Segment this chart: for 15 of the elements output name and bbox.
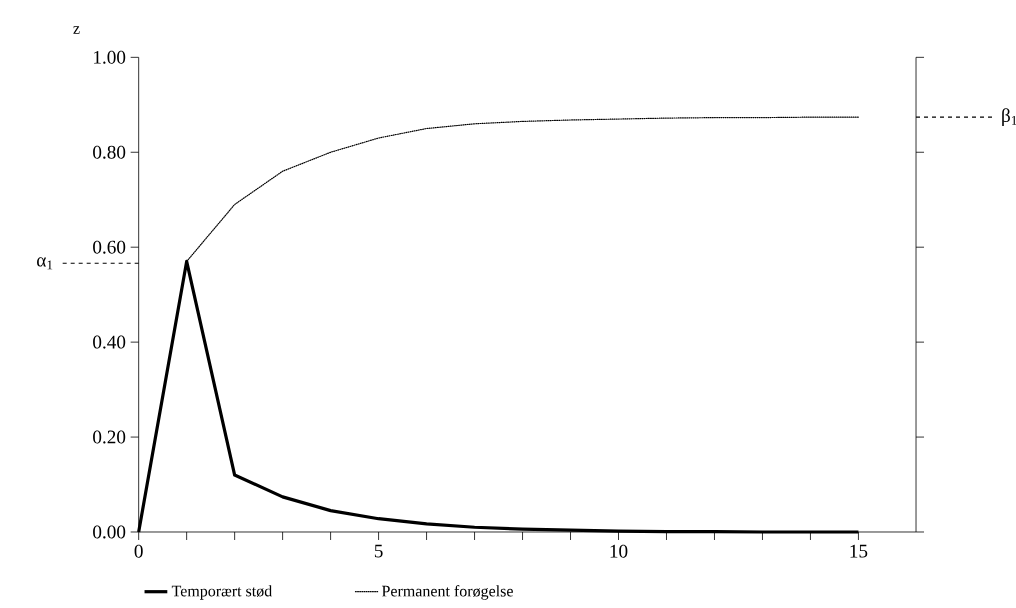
legend-label: Permanent forøgelse bbox=[381, 585, 513, 600]
y-tick-label: 0.00 bbox=[93, 525, 126, 539]
y-tick-label: 0.40 bbox=[93, 335, 126, 349]
y-axis-title: z bbox=[73, 26, 80, 34]
ref-line-label: α$_{1}$ bbox=[37, 257, 53, 270]
y-tick-label: 0.60 bbox=[93, 240, 126, 254]
y-tick-label: 1.00 bbox=[94, 50, 126, 64]
x-tick-label: 15 bbox=[850, 544, 868, 558]
y-tick-label: 0.80 bbox=[93, 145, 126, 159]
ref-line-label: β$_{1}$ bbox=[1002, 108, 1016, 126]
legend-label: Temporært stød bbox=[171, 585, 273, 600]
x-tick-label: 0 bbox=[134, 544, 143, 558]
x-tick-label: 10 bbox=[610, 544, 628, 558]
y-tick-label: 0.20 bbox=[93, 430, 126, 444]
x-tick-label: 5 bbox=[374, 544, 383, 558]
